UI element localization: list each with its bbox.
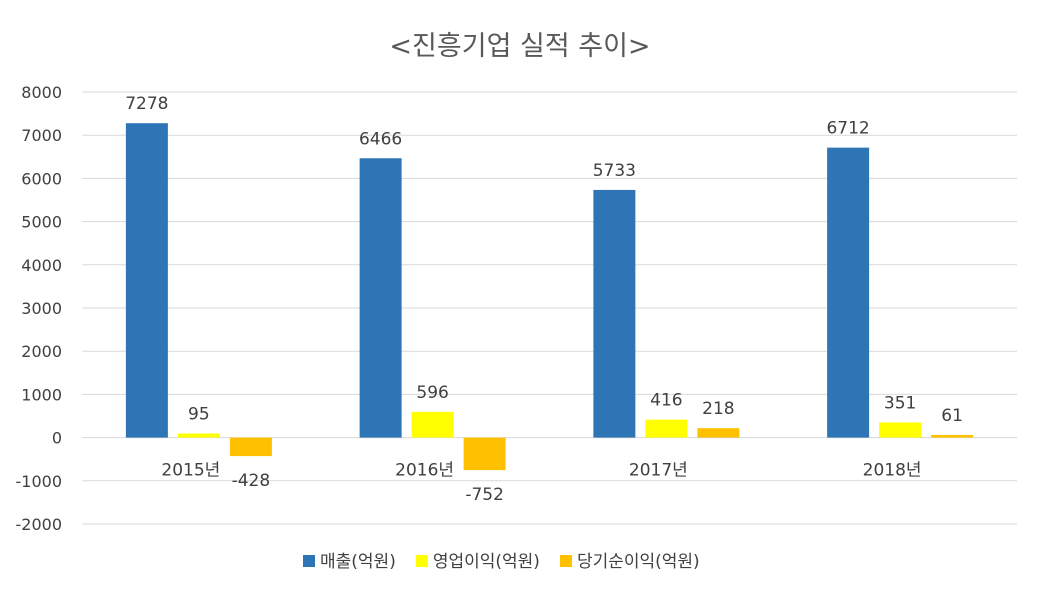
legend-swatch <box>559 555 572 567</box>
data-label: 416 <box>650 391 682 411</box>
y-tick-label: -2000 <box>16 515 63 534</box>
y-tick-label: 2000 <box>21 342 62 361</box>
data-label: 351 <box>884 393 916 413</box>
data-label: 218 <box>702 399 734 419</box>
data-label: -428 <box>232 471 271 491</box>
x-category-label: 2018년 <box>863 461 922 481</box>
chart-title: <진흥기업 실적 추이> <box>389 31 651 62</box>
bar <box>125 123 168 438</box>
data-label: 596 <box>416 383 448 403</box>
y-tick-label: 0 <box>52 429 62 448</box>
data-label: 6712 <box>826 119 869 139</box>
bar <box>177 433 220 438</box>
bar <box>645 419 688 438</box>
bar <box>359 158 402 438</box>
data-label: 61 <box>941 406 963 426</box>
legend-swatch <box>415 555 428 567</box>
bar <box>827 147 870 438</box>
bar <box>411 411 454 438</box>
data-label: -752 <box>465 485 504 505</box>
y-tick-label: 7000 <box>21 126 62 145</box>
legend-swatch <box>303 555 315 567</box>
bar <box>593 189 636 438</box>
y-tick-label: 1000 <box>21 385 62 404</box>
bar <box>229 437 272 457</box>
y-tick-label: 5000 <box>21 213 62 232</box>
legend-label: 당기순이익(억원) <box>577 552 700 572</box>
x-category-label: 2015년 <box>161 461 220 481</box>
bar <box>463 437 506 471</box>
y-tick-label: 6000 <box>21 169 62 188</box>
bar <box>697 428 740 438</box>
legend-label: 매출(억원) <box>320 552 396 572</box>
x-category-label: 2016년 <box>395 461 454 481</box>
data-label: 5733 <box>593 161 636 181</box>
x-category-label: 2017년 <box>629 461 688 481</box>
y-tick-label: 3000 <box>21 299 62 318</box>
data-label: 6466 <box>359 129 402 149</box>
data-label: 95 <box>188 404 210 424</box>
legend-label: 영업이익(억원) <box>433 552 540 572</box>
y-tick-label: -1000 <box>16 472 63 491</box>
y-tick-label: 8000 <box>21 83 62 102</box>
bar <box>879 422 922 438</box>
y-tick-label: 4000 <box>21 256 62 275</box>
data-label: 7278 <box>125 94 168 114</box>
bar <box>931 434 974 438</box>
